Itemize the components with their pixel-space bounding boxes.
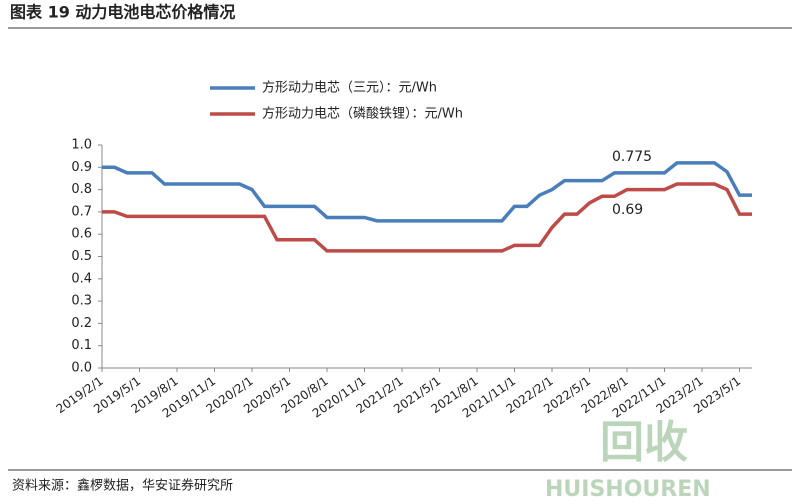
series-line	[102, 182, 752, 253]
y-tick-label: 0.1	[71, 338, 92, 353]
annotation: 0.775	[612, 149, 652, 165]
y-tick-label: 0.6	[71, 227, 92, 242]
y-tick-label: 0.8	[71, 182, 92, 197]
series-line	[102, 161, 752, 223]
annotation: 0.69	[612, 202, 643, 218]
y-tick-label: 0.2	[71, 316, 92, 331]
y-tick-label: 0.7	[71, 204, 92, 219]
y-tick-label: 0.0	[71, 361, 92, 376]
y-tick-label: 0.3	[71, 294, 92, 309]
legend-label: 方形动力电芯（磷酸铁锂）：元/Wh	[262, 106, 463, 122]
source: 资料来源：鑫椤数据，华安证券研究所	[12, 478, 233, 494]
legend-label: 方形动力电芯（三元）：元/Wh	[262, 80, 437, 96]
plot: 0.00.10.20.30.40.50.60.70.80.91.02019/2/…	[54, 80, 752, 421]
y-tick-label: 1.0	[71, 138, 92, 153]
y-tick-label: 0.5	[71, 249, 92, 264]
y-tick-label: 0.9	[71, 160, 92, 175]
watermark-brand: HUISHOUREN	[545, 477, 711, 500]
figure-title: 图表 19 动力电池电芯价格情况	[10, 3, 235, 22]
watermark-logo: 回收	[600, 417, 688, 468]
y-tick-label: 0.4	[71, 271, 92, 286]
